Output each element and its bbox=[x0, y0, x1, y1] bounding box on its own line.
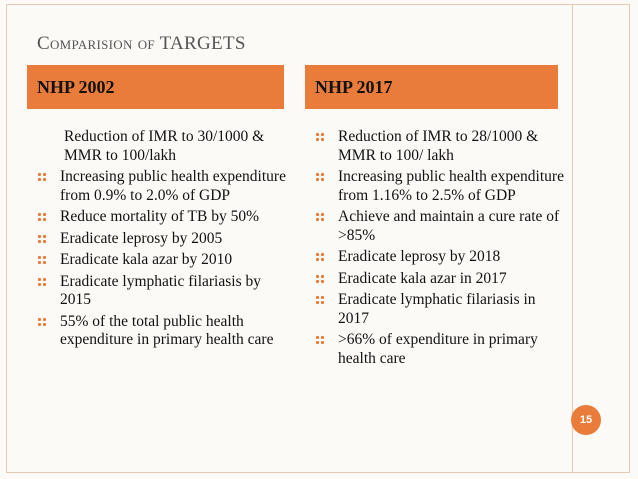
list-item: Eradicate leprosy by 2018 bbox=[314, 248, 564, 267]
list-item: Reduction of IMR to 28/1000 & MMR to 100… bbox=[314, 128, 564, 165]
list-item-text: Eradicate leprosy by 2005 bbox=[60, 229, 223, 247]
list-item: >66% of expenditure in primary health ca… bbox=[314, 331, 564, 368]
list-item: 55% of the total public health expenditu… bbox=[36, 313, 288, 350]
bullet-icon bbox=[316, 133, 324, 141]
bullet-icon bbox=[316, 173, 324, 181]
right-target-list: Reduction of IMR to 28/1000 & MMR to 100… bbox=[314, 128, 564, 371]
bullet-icon bbox=[316, 213, 324, 221]
list-item: Eradicate kala azar by 2010 bbox=[36, 251, 288, 270]
list-item: Eradicate lymphatic filariasis by 2015 bbox=[36, 273, 288, 310]
list-item-text: >66% of expenditure in primary health ca… bbox=[338, 331, 538, 367]
bullet-icon bbox=[38, 213, 46, 221]
bullet-icon bbox=[316, 253, 324, 261]
list-item: Reduction of IMR to 30/1000 & MMR to 100… bbox=[36, 128, 288, 165]
slide-frame bbox=[6, 4, 630, 473]
list-item-text: Increasing public health expenditure fro… bbox=[338, 168, 564, 204]
list-item: Achieve and maintain a cure rate of >85% bbox=[314, 208, 564, 245]
list-item-text: Reduce mortality of TB by 50% bbox=[60, 208, 260, 225]
bullet-icon bbox=[316, 336, 324, 344]
list-item: Reduce mortality of TB by 50% bbox=[36, 208, 288, 227]
bullet-icon bbox=[316, 296, 324, 304]
list-item: Eradicate leprosy by 2005 bbox=[36, 230, 288, 249]
list-item-text: Reduction of IMR to 28/1000 & MMR to 100… bbox=[338, 128, 539, 164]
bullet-icon bbox=[38, 234, 46, 243]
list-item-text: Eradicate lymphatic filariasis by 2015 bbox=[60, 272, 261, 309]
list-item: Eradicate lymphatic filariasis in 2017 bbox=[314, 291, 564, 328]
list-item: Increasing public health expenditure fro… bbox=[36, 168, 288, 205]
list-item-text: Eradicate leprosy by 2018 bbox=[338, 248, 501, 265]
list-item: Increasing public health expenditure fro… bbox=[314, 168, 564, 205]
list-item-text: Eradicate kala azar in 2017 bbox=[338, 269, 507, 287]
slide-title: Comparision of TARGETS bbox=[37, 33, 246, 54]
list-item-text: Eradicate lymphatic filariasis in 2017 bbox=[338, 291, 536, 327]
column-header-right: NHP 2017 bbox=[305, 65, 558, 109]
bullet-icon bbox=[38, 277, 46, 286]
bullet-icon bbox=[38, 317, 46, 326]
list-item-text: Reduction of IMR to 30/1000 & MMR to 100… bbox=[64, 128, 265, 164]
bullet-icon bbox=[38, 256, 46, 264]
bullet-icon bbox=[38, 173, 46, 181]
list-item-text: Eradicate kala azar by 2010 bbox=[60, 251, 233, 268]
list-item-text: 55% of the total public health expenditu… bbox=[60, 312, 274, 349]
list-item-text: Achieve and maintain a cure rate of >85% bbox=[338, 208, 560, 244]
list-item: Eradicate kala azar in 2017 bbox=[314, 270, 564, 289]
page-number-badge: 15 bbox=[571, 405, 601, 435]
bullet-icon bbox=[316, 274, 324, 283]
column-header-left: NHP 2002 bbox=[27, 65, 284, 109]
vertical-rule bbox=[572, 4, 573, 473]
left-target-list: Reduction of IMR to 30/1000 & MMR to 100… bbox=[36, 128, 288, 353]
list-item-text: Increasing public health expenditure fro… bbox=[60, 168, 286, 204]
